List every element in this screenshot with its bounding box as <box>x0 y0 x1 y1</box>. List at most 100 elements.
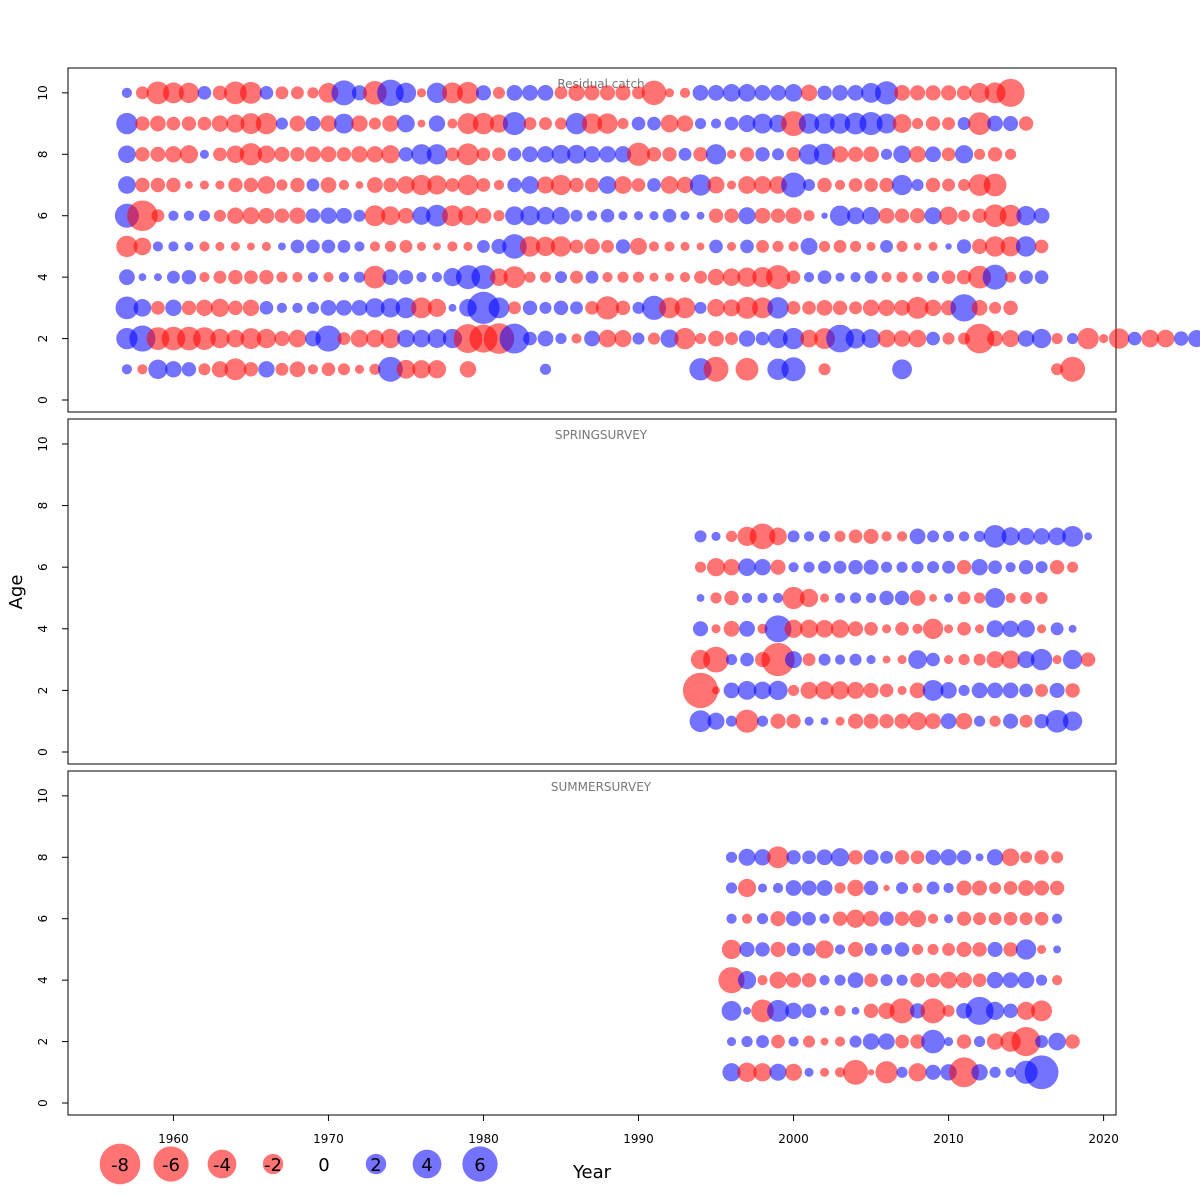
residual-bubble <box>737 878 757 898</box>
residual-bubble <box>614 146 632 163</box>
residual-bubble <box>1053 945 1062 954</box>
residual-bubble <box>832 84 848 101</box>
y-tick-label: 4 <box>36 976 50 984</box>
residual-bubble <box>178 82 200 104</box>
residual-bubble <box>754 207 771 224</box>
residual-bubble <box>568 84 585 102</box>
residual-bubble <box>289 207 306 224</box>
residual-bubble <box>305 146 321 163</box>
residual-bubble <box>210 328 230 349</box>
panels-group: Residual catch0246810SPRINGSURVEY0246810… <box>36 67 1200 1116</box>
residual-bubble <box>615 300 631 316</box>
residual-bubble <box>489 114 509 133</box>
residual-bubble <box>956 85 972 101</box>
residual-bubble <box>893 330 911 347</box>
residual-bubble <box>380 298 401 318</box>
residual-bubble <box>595 296 620 320</box>
residual-bubble <box>911 561 924 574</box>
legend-label: 4 <box>421 1155 432 1176</box>
residual-bubble <box>821 212 828 219</box>
residual-bubble <box>1003 911 1018 926</box>
residual-bubble <box>848 713 864 729</box>
residual-bubble <box>168 210 179 221</box>
residual-bubble <box>925 146 941 163</box>
residual-bubble <box>735 709 759 733</box>
residual-bubble <box>427 298 447 317</box>
residual-bubble <box>723 682 740 699</box>
residual-bubble <box>537 84 554 101</box>
residual-bubble <box>211 115 229 132</box>
residual-bubble <box>1004 148 1017 160</box>
residual-bubble <box>973 148 986 160</box>
residual-bubble <box>911 178 924 192</box>
residual-bubble <box>879 713 894 729</box>
residual-bubble <box>631 178 646 192</box>
residual-bubble <box>910 85 926 101</box>
residual-bubble <box>878 1033 895 1050</box>
residual-bubble <box>986 651 1004 669</box>
residual-bubble <box>1004 271 1017 283</box>
residual-bubble <box>338 179 350 191</box>
residual-bubble <box>116 235 138 258</box>
residual-bubble <box>428 115 446 132</box>
residual-bubble <box>896 561 908 573</box>
residual-bubble <box>491 238 507 254</box>
residual-bubble <box>692 84 709 101</box>
residual-bubble <box>599 146 616 163</box>
residual-bubble <box>973 715 986 727</box>
residual-bubble <box>535 236 556 257</box>
residual-bubble <box>165 299 182 317</box>
residual-bubble <box>834 1036 846 1047</box>
residual-bubble <box>121 364 133 375</box>
residual-bubble <box>336 147 352 162</box>
residual-bubble <box>377 79 404 107</box>
residual-bubble <box>781 357 806 382</box>
residual-bubble <box>741 592 753 604</box>
residual-bubble <box>866 655 876 665</box>
residual-bubble <box>288 329 307 348</box>
residual-bubble <box>879 177 894 193</box>
residual-bubble <box>741 1035 753 1048</box>
residual-bubble <box>197 116 212 131</box>
residual-bubble <box>847 879 864 897</box>
residual-bubble <box>835 716 845 726</box>
residual-bubble <box>499 323 530 354</box>
residual-bubble <box>767 297 789 319</box>
residual-bubble <box>584 85 600 101</box>
residual-bubble <box>363 265 387 289</box>
residual-bubble <box>913 242 922 251</box>
residual-bubble <box>782 586 805 610</box>
residual-bubble <box>215 180 225 190</box>
residual-bubble <box>707 268 725 286</box>
residual-bubble <box>894 208 910 223</box>
residual-bubble <box>784 84 803 102</box>
residual-bubble <box>786 147 801 162</box>
residual-bubble <box>463 241 473 251</box>
residual-bubble <box>181 269 197 285</box>
residual-bubble <box>723 558 740 576</box>
residual-bubble <box>772 592 784 604</box>
residual-bubble <box>986 849 1004 866</box>
residual-bubble <box>926 652 940 667</box>
residual-bubble <box>767 846 789 869</box>
residual-bubble <box>1108 328 1130 349</box>
residual-bubble <box>983 524 1007 548</box>
residual-bubble <box>502 111 527 136</box>
residual-bubble <box>150 146 166 162</box>
residual-bubble <box>894 713 910 729</box>
residual-bubble <box>987 330 1003 347</box>
residual-bubble <box>859 111 883 136</box>
legend: -8 -6 -4 -2 0 2 4 6 <box>99 1143 498 1185</box>
residual-bubble <box>692 621 709 637</box>
residual-bubble <box>895 1034 909 1049</box>
residual-bubble <box>753 681 772 700</box>
residual-bubble <box>863 880 879 896</box>
residual-bubble <box>338 272 350 283</box>
residual-bubble <box>467 291 500 324</box>
residual-bubble <box>354 241 365 252</box>
residual-bubble <box>880 943 893 956</box>
residual-bubble <box>412 329 431 348</box>
residual-bubble <box>726 1037 737 1047</box>
residual-bubble <box>585 270 599 284</box>
residual-bubble <box>506 84 523 101</box>
